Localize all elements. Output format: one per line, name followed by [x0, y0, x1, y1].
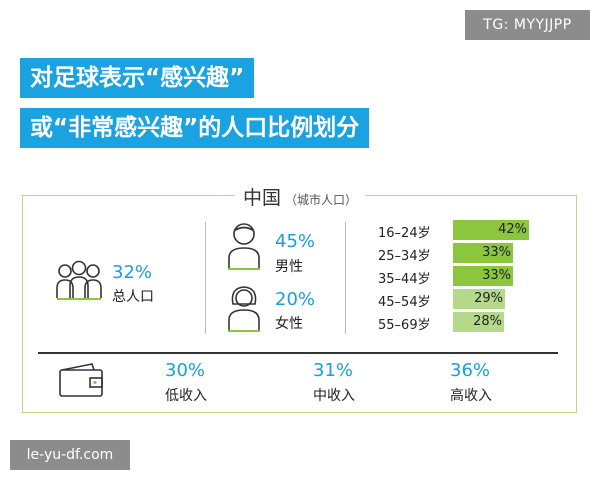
- age-bar-value-label: 42%: [498, 222, 527, 237]
- age-category-label: 35–44岁: [378, 272, 431, 287]
- age-bar-value-label: 29%: [474, 291, 503, 306]
- age-bar: [453, 220, 529, 240]
- income-low-percent: 30%: [165, 360, 206, 381]
- age-bar: [453, 266, 513, 286]
- female-label: 女性: [275, 316, 303, 332]
- male-icon: [228, 223, 260, 270]
- watermark-bottom: le-yu-df.com: [10, 440, 130, 470]
- title-line-2: 或“非常感兴趣”的人口比例划分: [20, 108, 370, 148]
- divider-left: [205, 222, 206, 334]
- age-bar: [453, 312, 504, 332]
- age-bar-value-label: 33%: [482, 268, 511, 283]
- total-percent: 32%: [112, 262, 153, 283]
- age-category-label: 25–34岁: [378, 249, 431, 264]
- male-percent: 45%: [275, 231, 316, 252]
- age-bar: [453, 289, 505, 309]
- frame-subtitle: （城市人口）: [285, 193, 366, 207]
- income-mid-label: 中收入: [313, 388, 355, 404]
- age-category-label: 16–24岁: [378, 226, 431, 241]
- watermark-top: TG: MYYJJPP: [465, 10, 590, 40]
- wallet-icon: [59, 363, 103, 397]
- income-high-percent: 36%: [450, 360, 491, 381]
- age-bar: [453, 243, 513, 263]
- income-mid-percent: 31%: [313, 360, 354, 381]
- age-bar-value-label: 28%: [473, 314, 502, 329]
- female-percent: 20%: [275, 289, 316, 310]
- frame-header: 中国 （城市人口）: [0, 183, 600, 210]
- female-icon: [228, 286, 260, 332]
- male-label: 男性: [275, 259, 303, 275]
- total-label: 总人口: [112, 289, 154, 305]
- income-high-label: 高收入: [450, 388, 492, 404]
- divider-right: [345, 222, 346, 334]
- frame-title: 中国: [234, 187, 285, 209]
- income-divider: [38, 352, 558, 354]
- age-category-label: 55–69岁: [378, 318, 431, 333]
- age-bar-value-label: 33%: [482, 245, 511, 260]
- title-line-1: 对足球表示“感兴趣”: [20, 58, 255, 98]
- age-category-label: 45–54岁: [378, 295, 431, 310]
- income-low-label: 低收入: [165, 388, 207, 404]
- people-group-icon: [56, 260, 102, 300]
